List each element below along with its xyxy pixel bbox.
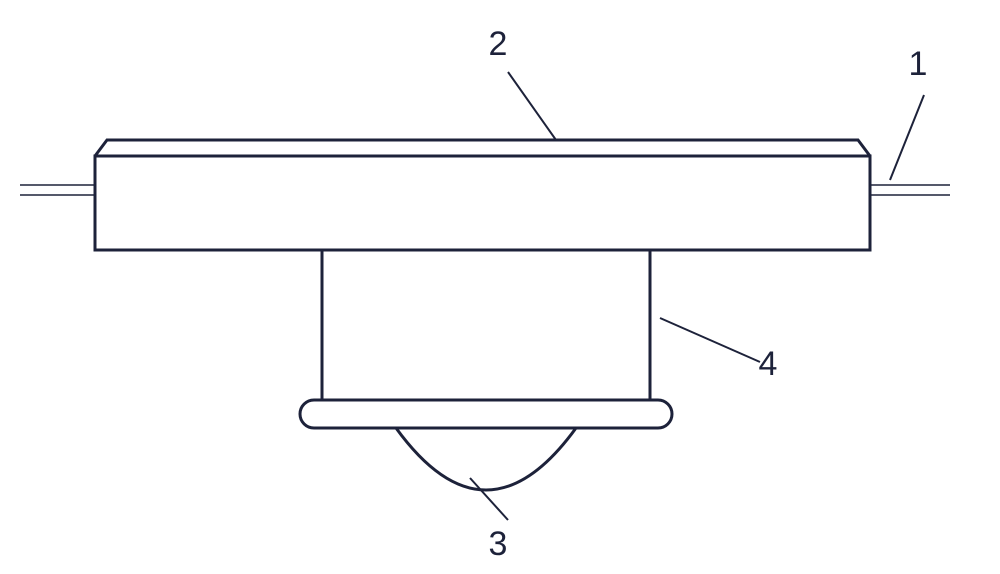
leader-line-3 — [470, 478, 508, 520]
leader-line-2 — [508, 72, 556, 140]
box-top-face — [95, 140, 870, 156]
label-1: 1 — [909, 45, 928, 83]
box-front-face — [95, 156, 870, 250]
flange-ring — [300, 400, 672, 428]
label-4: 4 — [759, 345, 778, 383]
label-2: 2 — [489, 25, 508, 63]
label-3: 3 — [489, 525, 508, 563]
cylinder-body — [322, 250, 650, 400]
leader-line-4 — [660, 318, 760, 362]
dome-lens — [396, 428, 576, 490]
leader-line-1 — [890, 95, 924, 180]
